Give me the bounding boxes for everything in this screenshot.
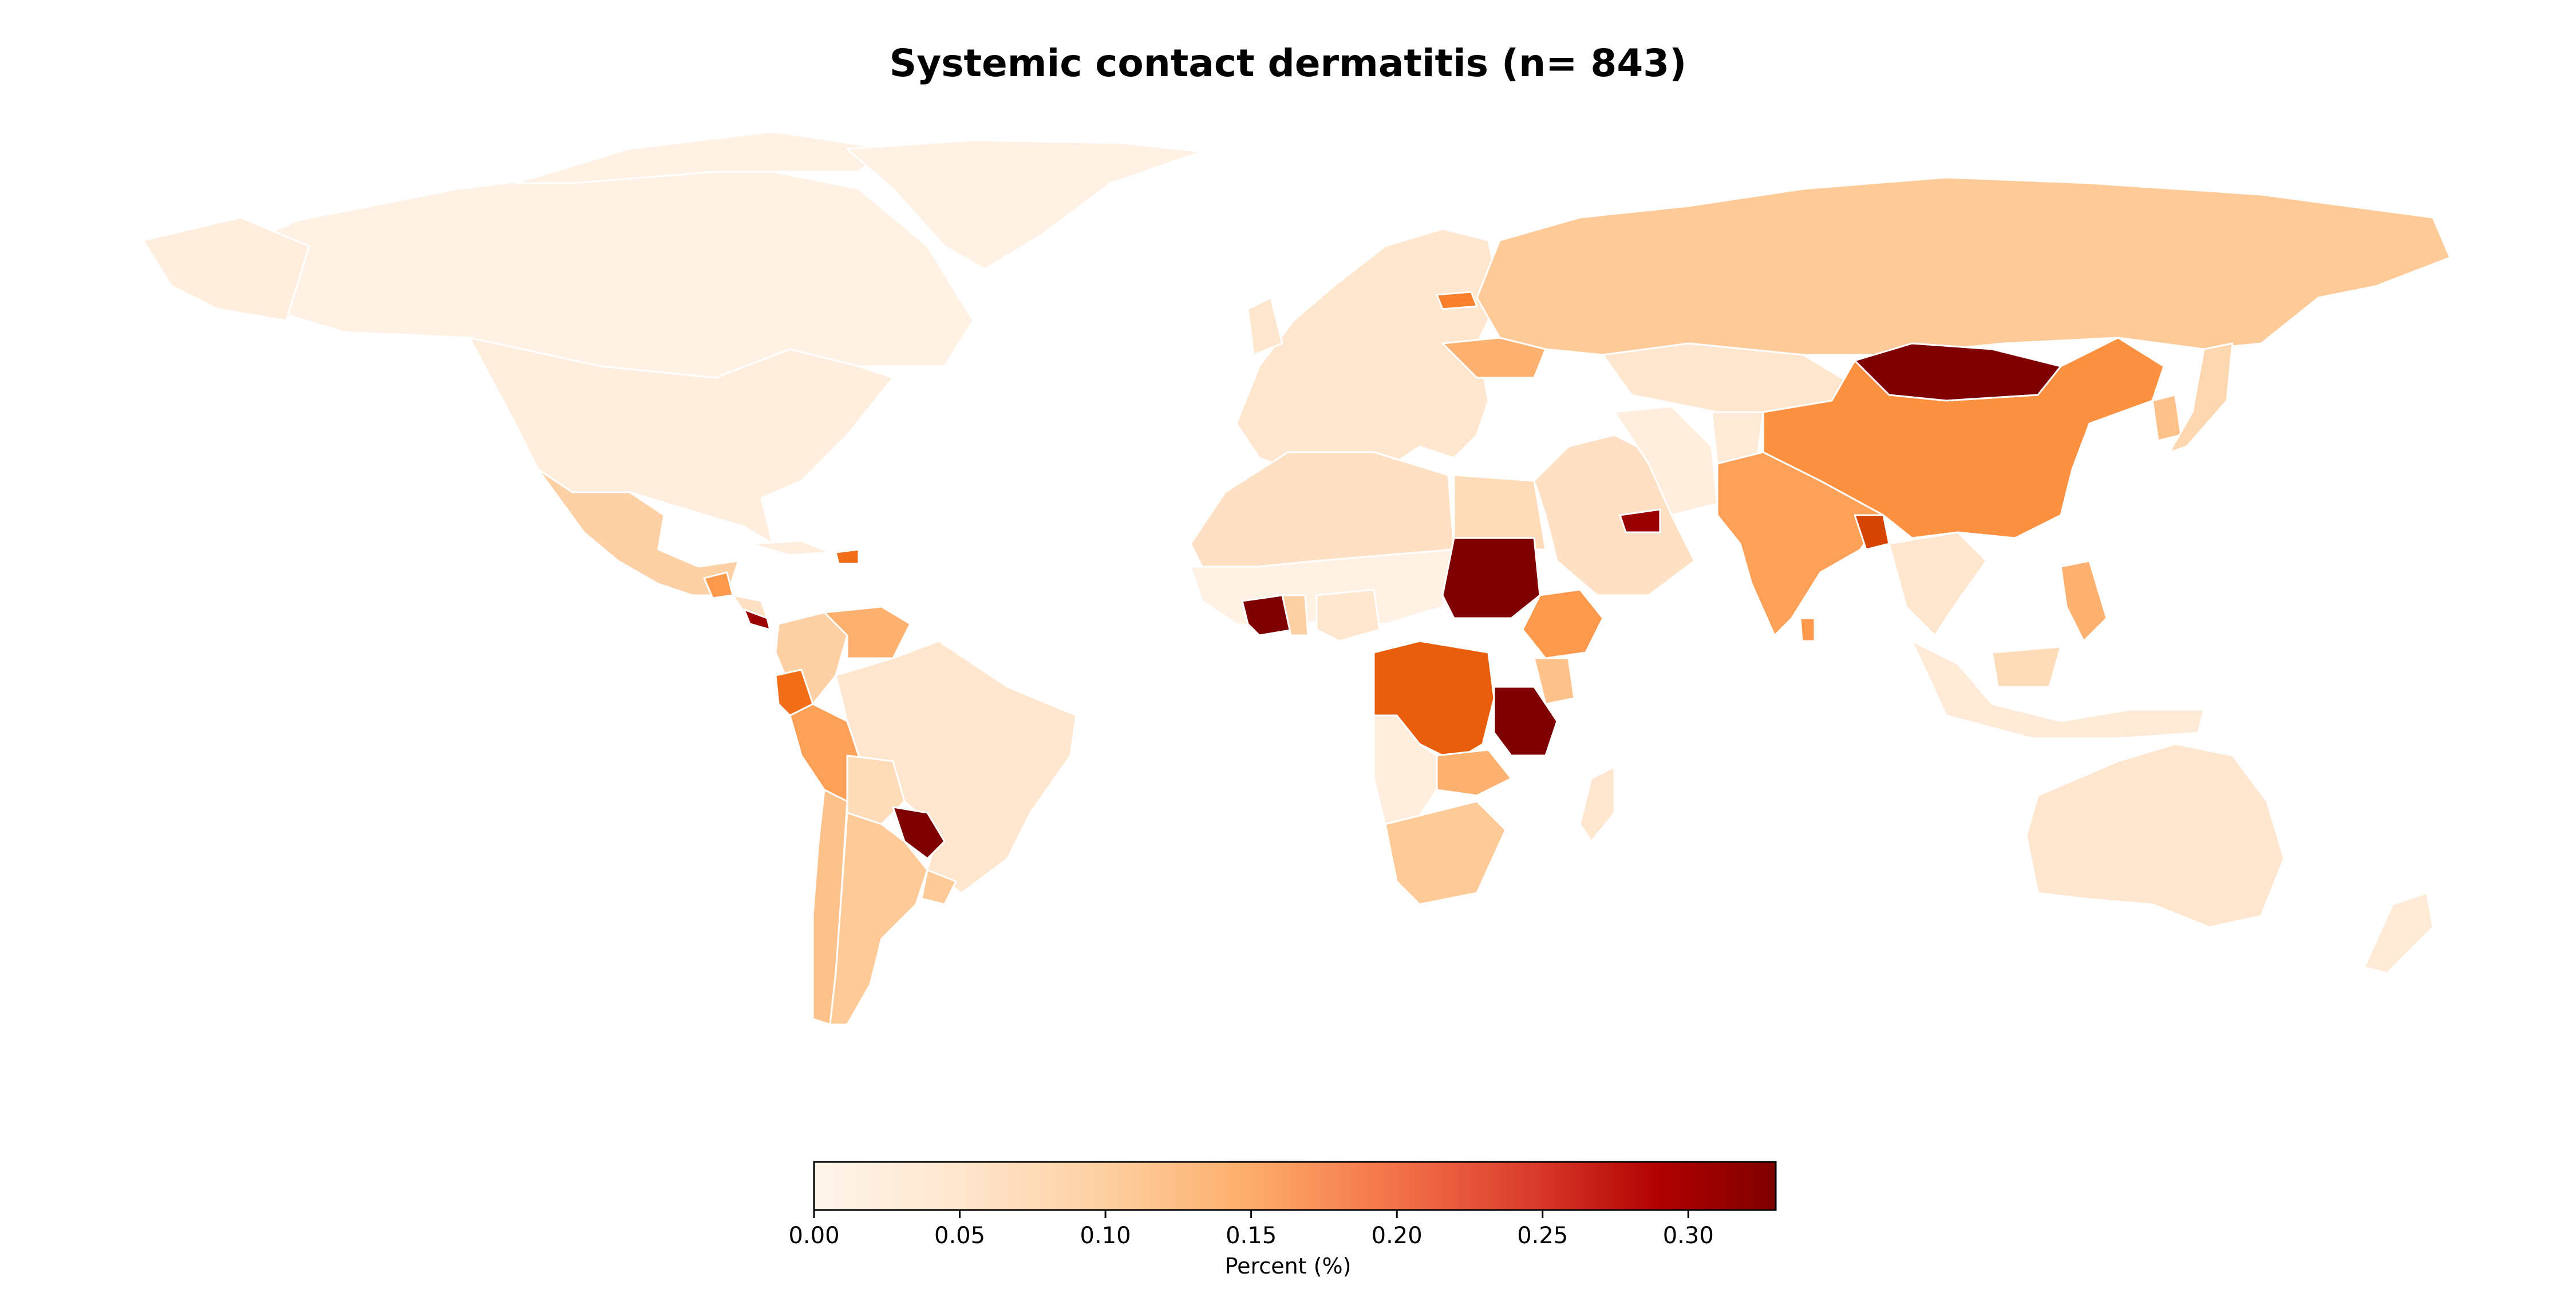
country-regions xyxy=(142,130,2451,1026)
colorbar-label: Percent (%) xyxy=(1224,1253,1352,1279)
colorbar-tick-label: 0.10 xyxy=(1080,1223,1131,1249)
region-southeast-asia xyxy=(1888,531,1988,636)
colorbar-tick-label: 0.20 xyxy=(1372,1223,1423,1249)
region-costa-rica xyxy=(743,608,771,631)
region-uk xyxy=(1247,296,1283,356)
region-canada xyxy=(188,165,974,379)
region-dominican-republic xyxy=(835,548,860,565)
region-argentina xyxy=(829,812,929,1026)
colorbar-tick-label: 0.30 xyxy=(1663,1223,1714,1249)
region-uae xyxy=(1619,508,1661,533)
region-sri-lanka xyxy=(1799,617,1816,642)
region-china xyxy=(1762,337,2165,539)
region-paraguay xyxy=(892,806,946,860)
region-ukraine xyxy=(1441,337,1547,379)
region-korea xyxy=(2151,394,2182,442)
region-ivory-coast xyxy=(1241,594,1295,636)
colorbar: 0.00 0.05 0.10 0.15 0.20 0.25 0.30 xyxy=(788,1161,1777,1249)
region-latvia xyxy=(1436,291,1478,310)
region-kenya xyxy=(1533,657,1575,705)
region-mexico xyxy=(537,468,740,596)
region-usa-alaska xyxy=(142,216,310,322)
region-philippines xyxy=(2060,560,2108,642)
region-madagascar xyxy=(1579,766,1615,843)
colorbar-ticks: 0.00 0.05 0.10 0.15 0.20 0.25 0.30 xyxy=(788,1210,1714,1249)
colorbar-tick-label: 0.25 xyxy=(1517,1223,1568,1249)
colorbar-tick-label: 0.05 xyxy=(934,1223,985,1249)
region-north-africa xyxy=(1190,451,1455,568)
region-sudan xyxy=(1441,537,1541,619)
region-egypt xyxy=(1453,474,1547,551)
region-new-zealand xyxy=(2363,892,2434,974)
colorbar-tick-label: 0.15 xyxy=(1226,1223,1277,1249)
map-title: Systemic contact dermatitis (n= 843) xyxy=(889,41,1687,85)
region-nigeria xyxy=(1315,588,1381,642)
region-japan xyxy=(2168,342,2234,453)
region-southern-africa xyxy=(1373,714,1438,825)
region-zambia xyxy=(1436,749,1512,797)
colorbar-gradient xyxy=(813,1161,1777,1211)
region-tanzania xyxy=(1493,686,1558,757)
region-malaysia xyxy=(1991,646,2062,688)
region-cuba xyxy=(749,540,831,556)
region-indonesia xyxy=(1911,640,2205,739)
region-greenland xyxy=(846,139,1203,270)
region-russia xyxy=(1476,176,2451,356)
region-ghana xyxy=(1281,594,1309,636)
region-south-africa xyxy=(1384,800,1507,905)
colorbar-tick-label: 0.00 xyxy=(788,1223,839,1249)
region-australia xyxy=(2025,743,2285,928)
region-uruguay xyxy=(920,869,957,905)
region-ethiopia xyxy=(1522,588,1604,659)
